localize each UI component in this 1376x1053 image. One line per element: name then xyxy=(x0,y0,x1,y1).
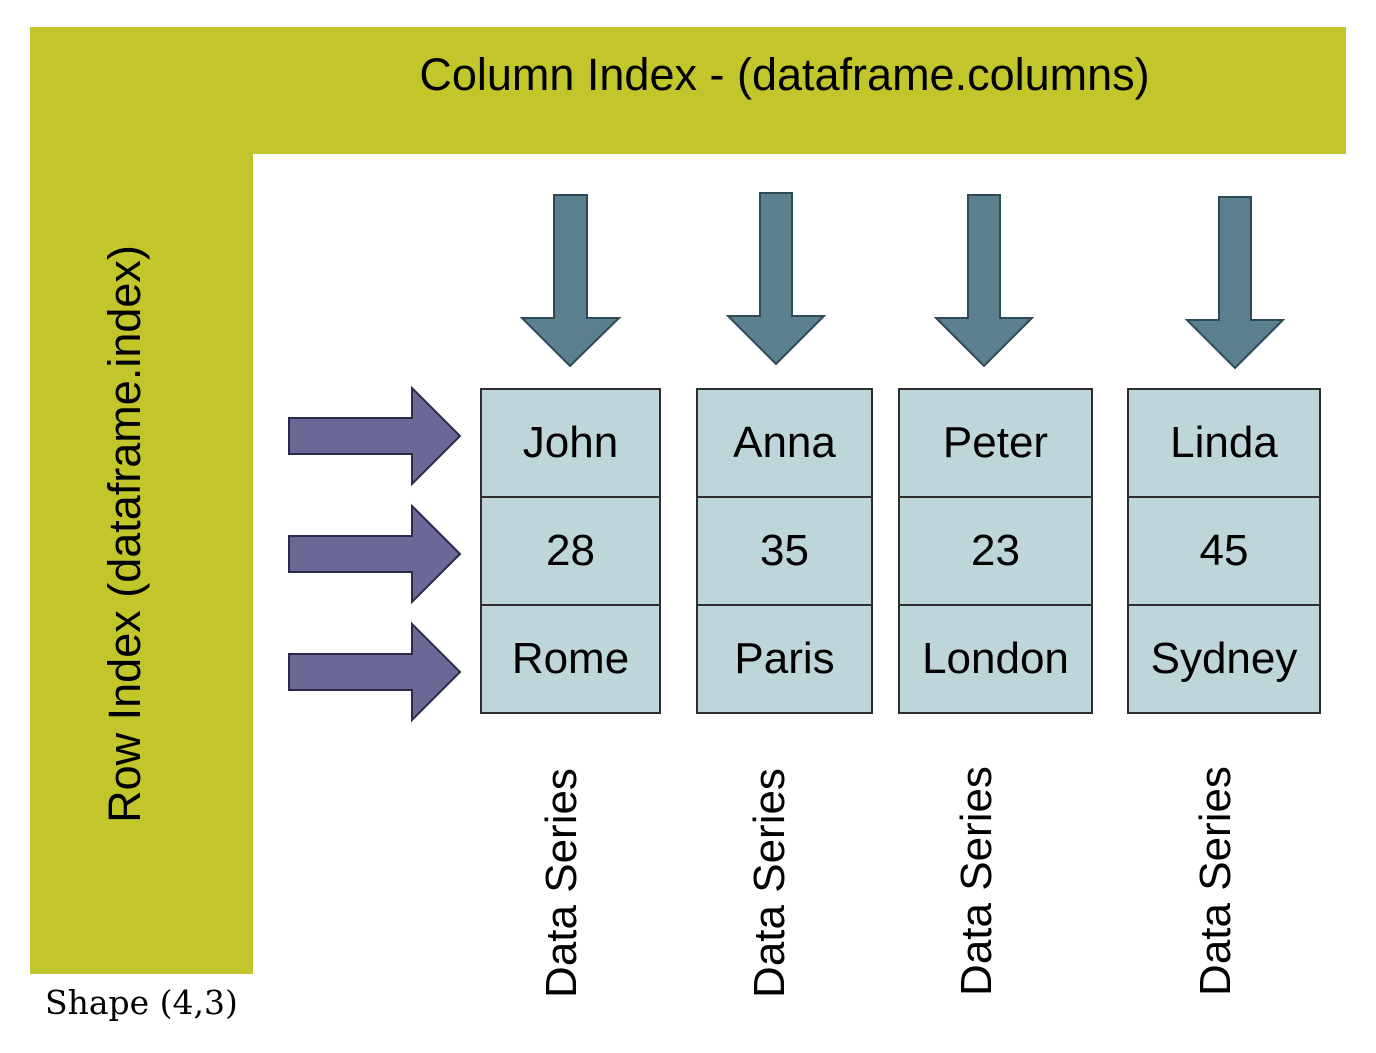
cell-age: 28 xyxy=(480,496,661,606)
cell-city: Rome xyxy=(480,604,661,714)
row-arrow-right-icon xyxy=(288,503,462,605)
cell-name: John xyxy=(480,388,661,498)
cell-name: Linda xyxy=(1127,388,1321,498)
column-arrow-down-icon xyxy=(519,194,622,368)
cell-age: 23 xyxy=(898,496,1093,606)
cell-city: Sydney xyxy=(1127,604,1321,714)
cell-name: Anna xyxy=(696,388,873,498)
column-arrow-down-icon xyxy=(933,194,1035,368)
column-arrow-down-icon xyxy=(1184,196,1286,370)
shape-label: Shape (4,3) xyxy=(45,983,238,1022)
column-arrow-down-icon xyxy=(725,192,827,366)
series-label: Data Series xyxy=(1191,766,1240,996)
cell-city: London xyxy=(898,604,1093,714)
row-arrow-right-icon xyxy=(288,621,462,723)
cell-city: Paris xyxy=(696,604,873,714)
cell-age: 45 xyxy=(1127,496,1321,606)
series-label: Data Series xyxy=(952,766,1001,996)
cell-age: 35 xyxy=(696,496,873,606)
column-index-label: Column Index - (dataframe.columns) xyxy=(419,49,1150,100)
series-label: Data Series xyxy=(745,768,794,998)
row-index-band xyxy=(30,27,253,974)
row-arrow-right-icon xyxy=(288,385,462,487)
series-label: Data Series xyxy=(537,768,586,998)
cell-name: Peter xyxy=(898,388,1093,498)
